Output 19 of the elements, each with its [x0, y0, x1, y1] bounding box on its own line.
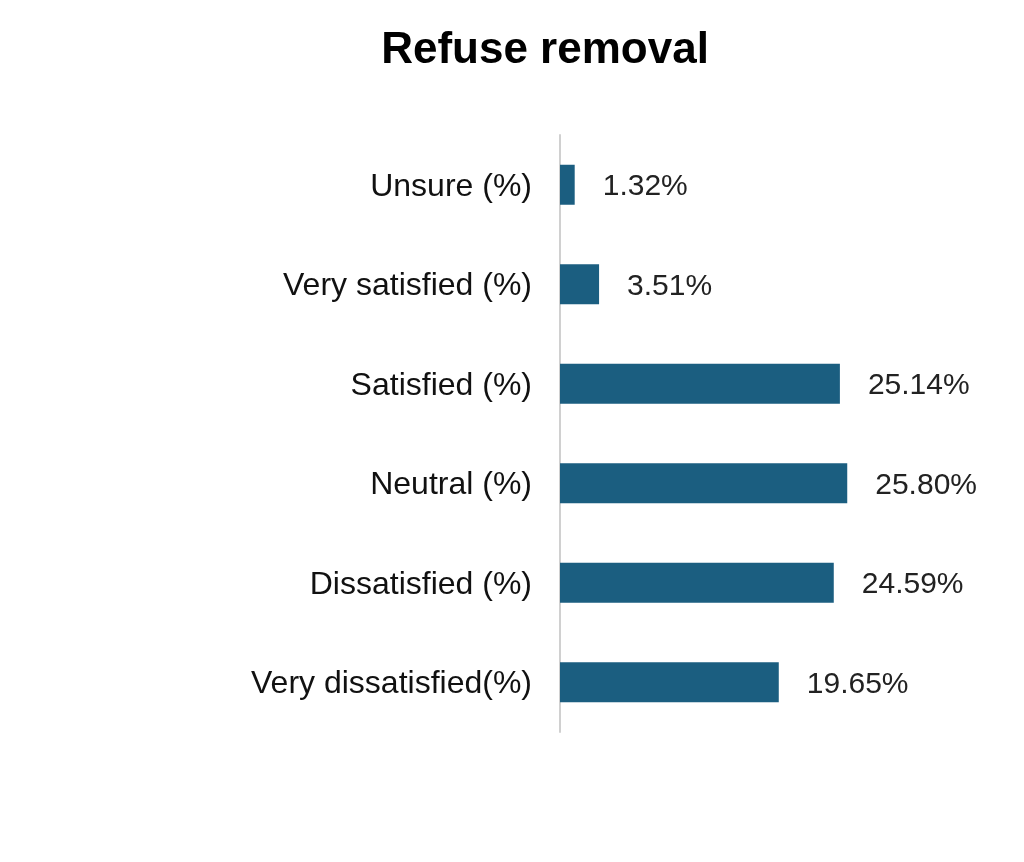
data-label: 25.80%	[875, 466, 977, 500]
bar	[560, 164, 575, 205]
bar	[560, 363, 840, 404]
data-label: 25.14%	[867, 367, 970, 401]
data-label: 1.32%	[602, 168, 688, 202]
y-tick-label: Dissatisfied (%)	[309, 564, 532, 601]
bar	[560, 463, 848, 504]
bar	[560, 562, 834, 603]
y-tick-label: Unsure (%)	[370, 166, 532, 203]
bar	[560, 264, 600, 305]
chart-title: Refuse removal	[381, 22, 709, 72]
data-label: 24.59%	[861, 566, 964, 600]
data-label: 3.51%	[627, 267, 713, 301]
y-tick-label: Very satisfied (%)	[283, 266, 532, 303]
y-tick-label: Satisfied (%)	[350, 365, 532, 402]
y-tick-label: Very dissatisfied(%)	[251, 664, 532, 701]
y-tick-label: Neutral (%)	[370, 465, 532, 502]
bar	[560, 662, 779, 703]
data-label: 19.65%	[806, 665, 909, 699]
